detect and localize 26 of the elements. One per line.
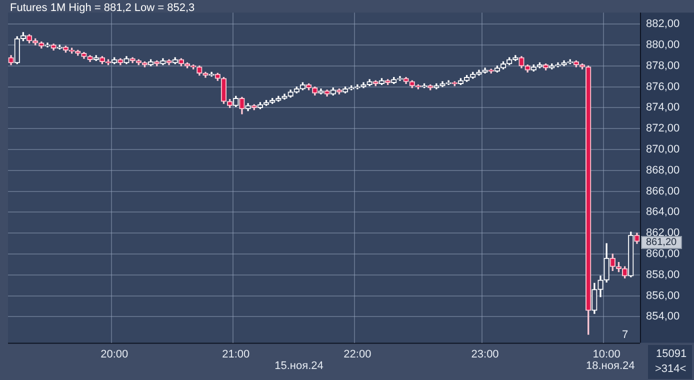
text: 18.ноя.24: [586, 360, 635, 373]
x-tick-label: 20:00: [100, 348, 128, 360]
text: 15091: [656, 348, 687, 361]
y-tick-label: 872,00: [646, 122, 680, 135]
y-tick-label: 880,00: [646, 39, 680, 52]
y-tick-label: 882,00: [646, 18, 680, 30]
x-tick-label: 23:00: [471, 348, 499, 360]
y-tick-label: 854,00: [646, 310, 680, 323]
y-tick-label: 878,00: [646, 60, 680, 72]
annotation: 7: [622, 328, 628, 342]
x-tick-label: 10:00: [592, 348, 620, 360]
y-tick-label: 858,00: [646, 268, 680, 281]
y-tick-label: 876,00: [646, 80, 680, 93]
y-tick-label: 870,00: [646, 144, 680, 156]
y-tick-label: 866,00: [646, 185, 680, 198]
text: 15.ноя.24: [274, 360, 324, 373]
chart-title: Futures 1M High = 881,2 Low = 852,3: [10, 2, 195, 15]
x-tick-label: 21:00: [222, 348, 250, 360]
y-tick-label: 860,00: [646, 248, 680, 260]
y-tick-label: 864,00: [646, 206, 680, 218]
y-tick-label: 856,00: [646, 290, 680, 302]
y-tick-label: 868,00: [646, 164, 680, 176]
y-tick-label: 874,00: [646, 102, 680, 114]
x-tick-label: 22:00: [344, 348, 372, 360]
text: >314<: [655, 363, 686, 376]
annotation: 861,20: [641, 236, 682, 250]
